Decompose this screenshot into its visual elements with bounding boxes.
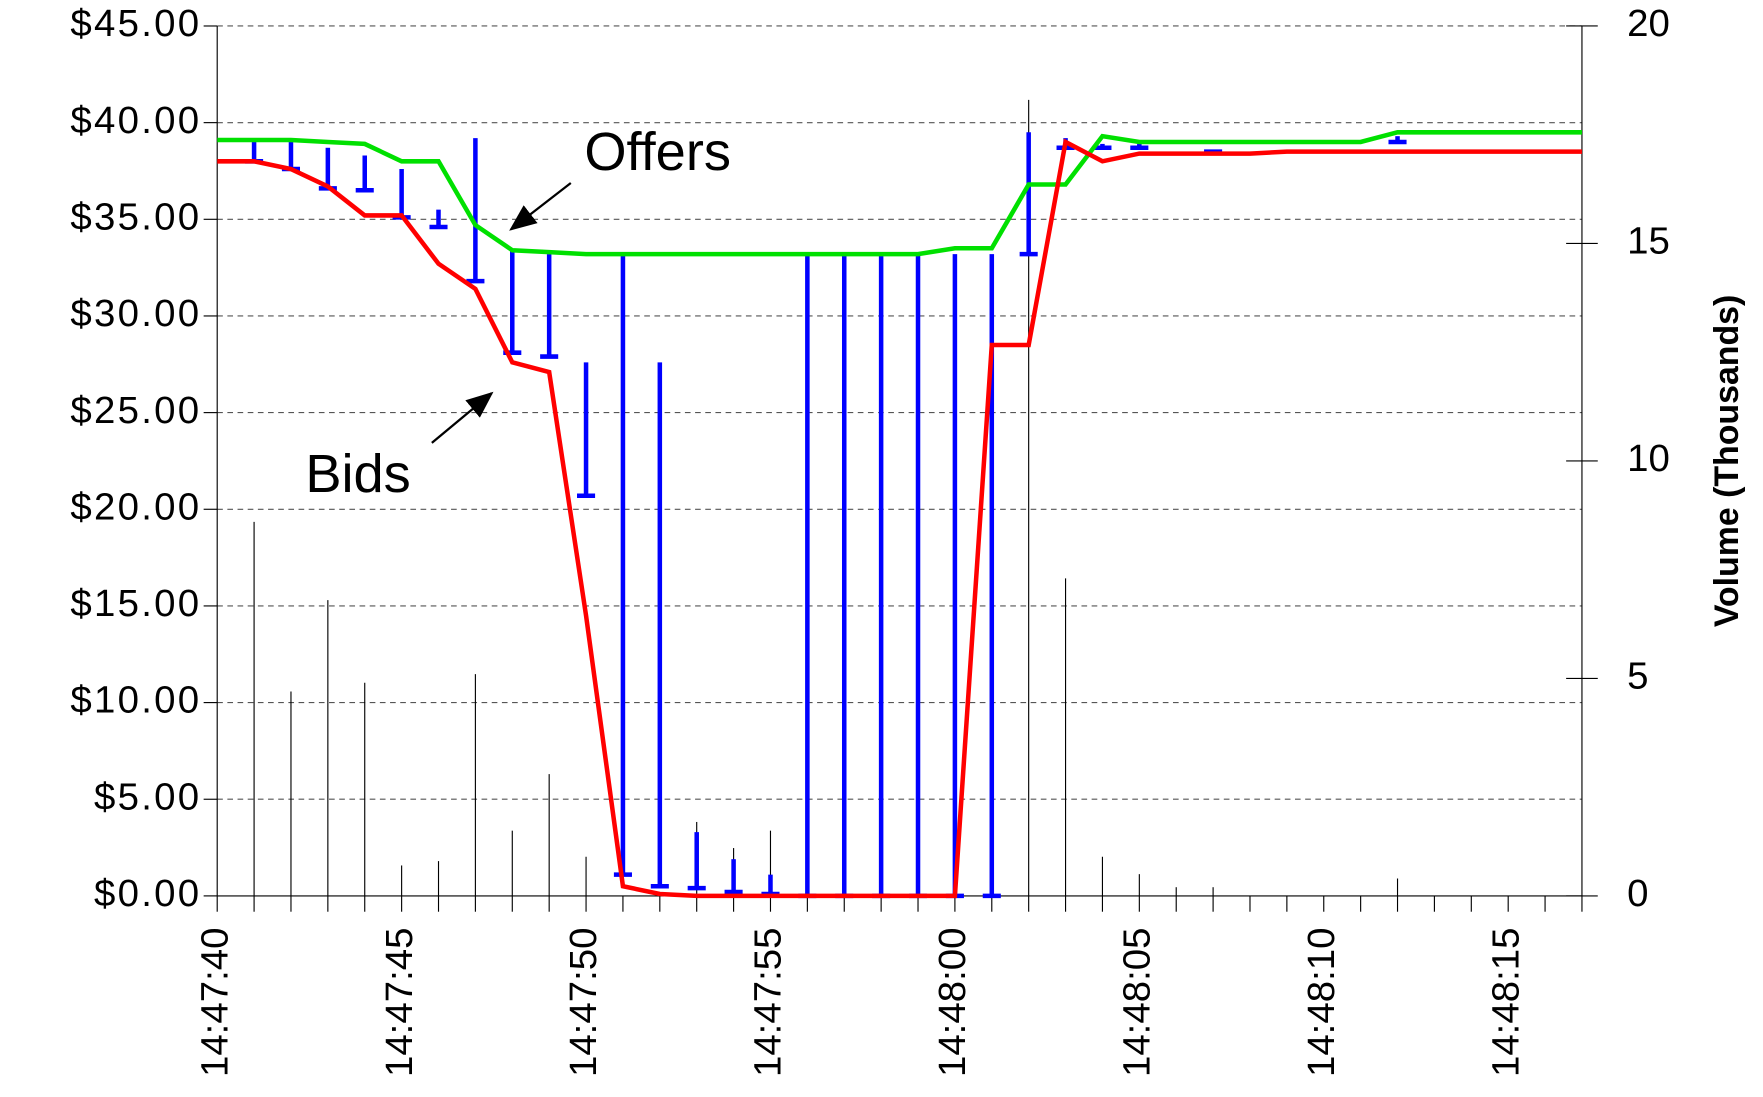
y2-tick-label: 20 [1627, 2, 1670, 45]
x-tick-label: 14:48:15 [1484, 928, 1527, 1078]
y2-tick-label: 10 [1627, 437, 1670, 480]
annotation: Bids [305, 444, 410, 504]
x-tick-label: 14:47:45 [378, 928, 421, 1078]
x-tick-label: 14:47:55 [747, 928, 790, 1078]
series-line [217, 138, 1582, 899]
y-tick-label: $35.00 [70, 195, 201, 238]
annotation-arrow [431, 391, 494, 444]
y-tick-label: $45.00 [70, 2, 201, 45]
x-tick-label: 14:48:00 [931, 928, 974, 1078]
series-line [217, 130, 1582, 257]
x-tick-label: 14:47:40 [193, 928, 236, 1078]
y-tick-label: $10.00 [70, 679, 201, 722]
x-tick-label: 14:48:10 [1300, 928, 1343, 1078]
annotation: Offers [584, 122, 731, 182]
x-tick-label: 14:47:50 [562, 928, 605, 1078]
annotation-arrow [509, 182, 572, 231]
y2-tick-label: 0 [1627, 872, 1648, 915]
y2-tick-label: 5 [1627, 655, 1648, 698]
y-tick-label: $30.00 [70, 292, 201, 335]
y-tick-label: $40.00 [70, 99, 201, 142]
x-tick-label: 14:48:05 [1115, 928, 1158, 1078]
y-tick-label: $5.00 [94, 775, 201, 818]
y2-tick-label: 15 [1627, 220, 1670, 263]
y-tick-label: $15.00 [70, 582, 201, 625]
y-tick-label: $0.00 [94, 872, 201, 915]
y2-axis-title: Volume (Thousands) [1708, 295, 1746, 627]
y-tick-label: $25.00 [70, 389, 201, 432]
y-tick-label: $20.00 [70, 485, 201, 528]
